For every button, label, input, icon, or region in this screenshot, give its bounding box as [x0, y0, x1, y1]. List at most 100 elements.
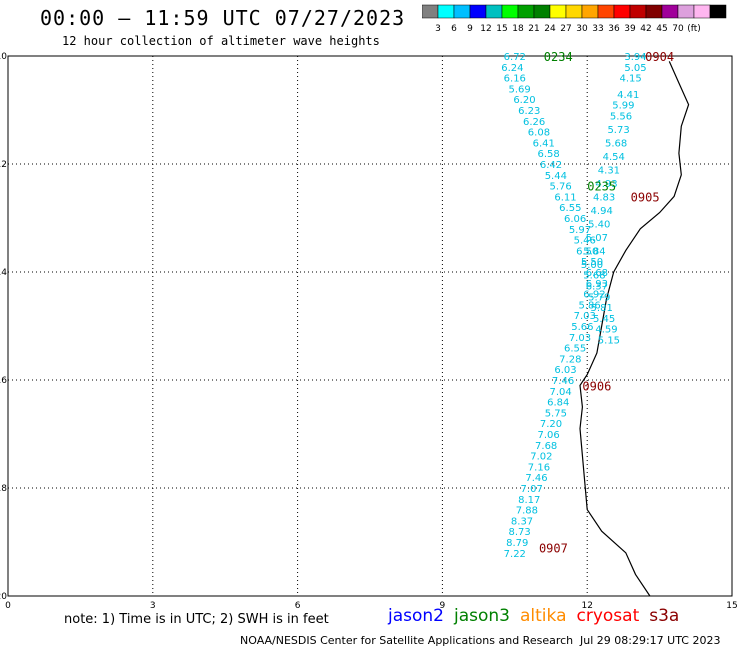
wave-height-label: 7.28 [559, 354, 581, 365]
wave-height-label: 7.03 [574, 311, 596, 322]
pass-time-label: 0905 [631, 190, 660, 204]
wave-height-label: 4.54 [603, 152, 625, 163]
wave-height-label: 7.03 [569, 333, 591, 344]
wave-height-label: 5.40 [588, 219, 610, 230]
wave-height-label: 6.84 [547, 398, 569, 409]
colorbar-swatch [709, 4, 727, 19]
wave-height-label: 5.99 [612, 101, 634, 112]
colorbar-label: 15 [496, 24, 507, 34]
pass-time-label: 0235 [587, 180, 616, 194]
colorbar: 3 6 9 12 15 18 21 24 27 30 33 36 39 42 45 70 (ft) [422, 4, 727, 34]
wave-height-label: 4.83 [593, 192, 615, 203]
colorbar-label: 27 [560, 24, 571, 34]
legend-item-altika: altika [520, 606, 567, 626]
plot-area: 03691215-10-12-14-16-18-206.726.246.165.… [0, 50, 738, 610]
wave-height-label: 5.68 [583, 271, 605, 282]
x-tick-label: 9 [440, 601, 446, 610]
wave-height-label: 5.00 [581, 260, 603, 271]
generation-timestamp: Jul 29 08:29:17 UTC 2023 [580, 634, 721, 647]
wave-height-label: 6.68 [586, 268, 608, 279]
wave-height-label: 5.79 [588, 292, 610, 303]
wave-height-label: 6.50 [576, 246, 598, 257]
wave-height-label: 6.55 [564, 344, 586, 355]
colorbar-label: 21 [528, 24, 539, 34]
wave-height-label: 5.56 [610, 111, 632, 122]
wave-height-label: 6.93 [586, 279, 608, 290]
wave-height-label: 7.46 [525, 473, 547, 484]
credit-text: NOAA/NESDIS Center for Satellite Applica… [240, 634, 574, 647]
x-tick-label: 6 [295, 601, 301, 610]
wave-height-label: 5.97 [569, 225, 591, 236]
legend-item-jason3: jason3 [454, 606, 510, 626]
plot-frame [7, 55, 733, 597]
y-tick-label: -10 [0, 52, 7, 62]
wave-height-label: 4.94 [591, 206, 613, 217]
wave-height-label: 6.23 [518, 106, 540, 117]
wave-height-label: 5.75 [545, 408, 567, 419]
legend-item-s3a: s3a [649, 606, 680, 626]
wave-height-label: 5.73 [607, 125, 629, 136]
y-tick-label: -14 [0, 268, 7, 278]
wave-height-label: 7.68 [535, 441, 557, 452]
colorbar-label: 3 [435, 24, 441, 34]
wave-height-label: 7.06 [537, 430, 559, 441]
y-tick-label: -12 [0, 160, 7, 170]
colorbar-label: (ft) [687, 24, 701, 34]
wave-height-label: 5.44 [545, 171, 567, 182]
wave-height-label: 7.46 [552, 376, 574, 387]
pass-time-label: 0904 [645, 50, 674, 64]
colorbar-label: 70 [672, 24, 684, 34]
wave-height-label: 5.05 [624, 63, 646, 74]
wave-height-label: 4.93 [595, 179, 617, 190]
wave-height-label: 5.81 [591, 303, 613, 314]
wave-height-label: 5.69 [508, 84, 530, 95]
colorbar-label: 39 [624, 24, 636, 34]
wave-height-label: 5.45 [593, 314, 615, 325]
legend-item-cryosat: cryosat [576, 606, 640, 626]
pass-time-label: 0906 [582, 379, 611, 393]
pass-time-label: 0907 [539, 541, 568, 555]
wave-height-label: 8.73 [508, 527, 530, 538]
wave-height-label: 5.46 [574, 236, 596, 247]
wave-height-label: 7.88 [516, 506, 538, 517]
colorbar-label: 18 [512, 24, 524, 34]
colorbar-label: 36 [608, 24, 620, 34]
wave-height-label: 4.41 [617, 90, 639, 101]
wave-height-label: 3.94 [624, 52, 646, 63]
wave-height-label: 6.55 [559, 203, 581, 214]
chart-subtitle: 12 hour collection of altimeter wave hei… [62, 34, 380, 48]
wave-height-label: 6.20 [513, 95, 535, 106]
y-tick-label: -16 [0, 376, 7, 386]
satellite-legend: jason2 jason3 altika cryosat s3a [388, 606, 689, 626]
wave-height-label: 8.17 [518, 495, 540, 506]
wave-height-label: 6.92 [583, 290, 605, 301]
wave-height-label: 8.37 [511, 516, 533, 527]
x-tick-label: 3 [150, 601, 156, 610]
wave-height-label: 7.04 [550, 387, 572, 398]
wave-height-label: 5.66 [571, 322, 593, 333]
wave-height-label: 6.26 [523, 117, 545, 128]
colorbar-label: 12 [480, 24, 491, 34]
wave-height-label: 7.07 [521, 484, 543, 495]
colorbar-label: 42 [640, 24, 651, 34]
wave-height-label: 6.11 [554, 192, 576, 203]
colorbar-label: 45 [656, 24, 667, 34]
x-tick-label: 0 [5, 601, 11, 610]
wave-height-label: 6.08 [528, 128, 550, 139]
wave-height-label: 7.22 [504, 549, 526, 560]
pass-time-label: 0234 [544, 50, 573, 64]
y-tick-label: -18 [0, 484, 7, 494]
wave-height-label: 6.58 [537, 149, 559, 160]
wave-height-label: 5.76 [550, 182, 572, 193]
wave-height-label: 6.03 [554, 365, 576, 376]
wave-height-label: 6.72 [504, 52, 526, 63]
wave-height-label: 7.02 [530, 452, 552, 463]
wave-height-label: 6.24 [501, 63, 523, 74]
wave-height-label: 6.42 [540, 160, 562, 171]
wave-height-label: 6.37 [586, 282, 608, 293]
wave-height-label: 5.86 [578, 300, 600, 311]
wave-height-label: 5.68 [605, 138, 627, 149]
colorbar-label: 30 [576, 24, 588, 34]
legend-item-jason2: jason2 [388, 606, 444, 626]
wave-height-label: 6.06 [564, 214, 586, 225]
